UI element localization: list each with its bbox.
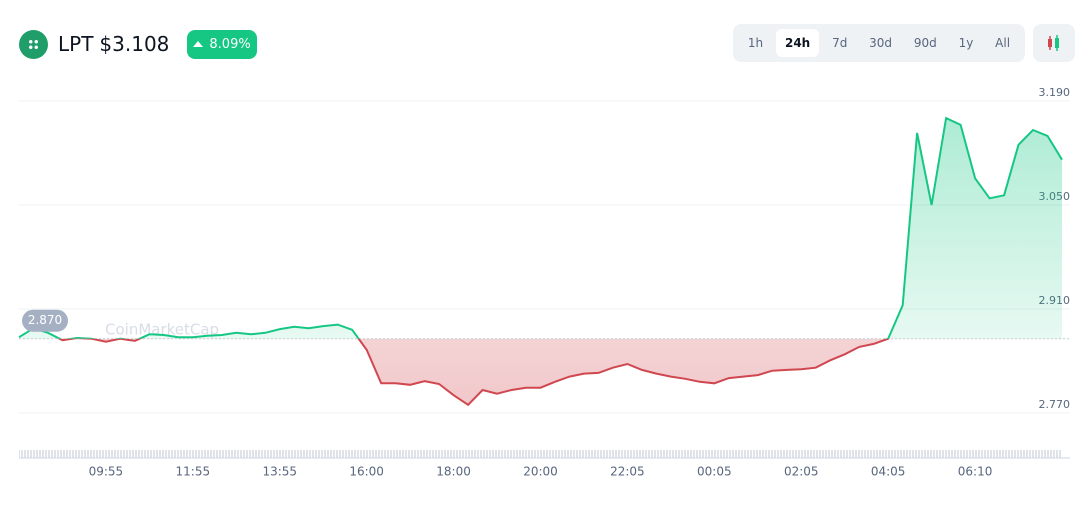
- y-tick-label: 2.770: [1039, 398, 1071, 411]
- y-tick-label: 3.190: [1039, 86, 1071, 99]
- x-tick-label: 22:05: [610, 465, 645, 479]
- change-badge: 8.09%: [187, 29, 257, 59]
- timeframe-button[interactable]: 1h: [747, 36, 764, 50]
- x-tick-label: 06:10: [958, 465, 993, 479]
- symbol: LPT: [58, 32, 94, 56]
- price: $3.108: [99, 32, 170, 56]
- price-line-up: [18, 116, 1063, 339]
- x-tick-label: 02:05: [784, 465, 819, 479]
- timeframe-button[interactable]: 1y: [958, 36, 974, 50]
- x-tick-label: 09:55: [89, 465, 124, 479]
- header: LPT $3.108 8.09%: [19, 29, 257, 59]
- y-tick-label: 2.910: [1039, 294, 1071, 307]
- coin-logo: [19, 29, 48, 59]
- watermark: CoinMarketCap: [105, 321, 219, 339]
- x-tick-label: 18:00: [436, 465, 471, 479]
- y-tick-label: 3.050: [1039, 190, 1071, 203]
- x-tick-label: 04:05: [871, 465, 906, 479]
- area-down: [19, 338, 1062, 405]
- x-tick-label: 13:55: [262, 465, 297, 479]
- timeframe-selector: 1h 24h 7d 30d 90d 1y All: [733, 24, 1025, 62]
- baseline-label: 2.870: [28, 313, 62, 327]
- timeframe-button[interactable]: All: [995, 36, 1011, 50]
- timeframe-button[interactable]: 90d: [913, 36, 937, 50]
- x-tick-label: 00:05: [697, 465, 732, 479]
- area-up: [19, 118, 1062, 339]
- timeframe-button[interactable]: 7d: [832, 36, 848, 50]
- price-line-down: [57, 338, 890, 407]
- candle-toggle[interactable]: [1033, 24, 1075, 62]
- timeframe-button[interactable]: 30d: [869, 36, 893, 50]
- baseline-pill: [22, 309, 68, 332]
- volume-band: [19, 450, 1062, 458]
- x-tick-label: 20:00: [523, 465, 558, 479]
- timeframe-button[interactable]: 24h: [775, 29, 820, 57]
- candle-icon: [1048, 35, 1059, 51]
- x-tick-label: 16:00: [349, 465, 384, 479]
- x-tick-label: 11:55: [176, 465, 211, 479]
